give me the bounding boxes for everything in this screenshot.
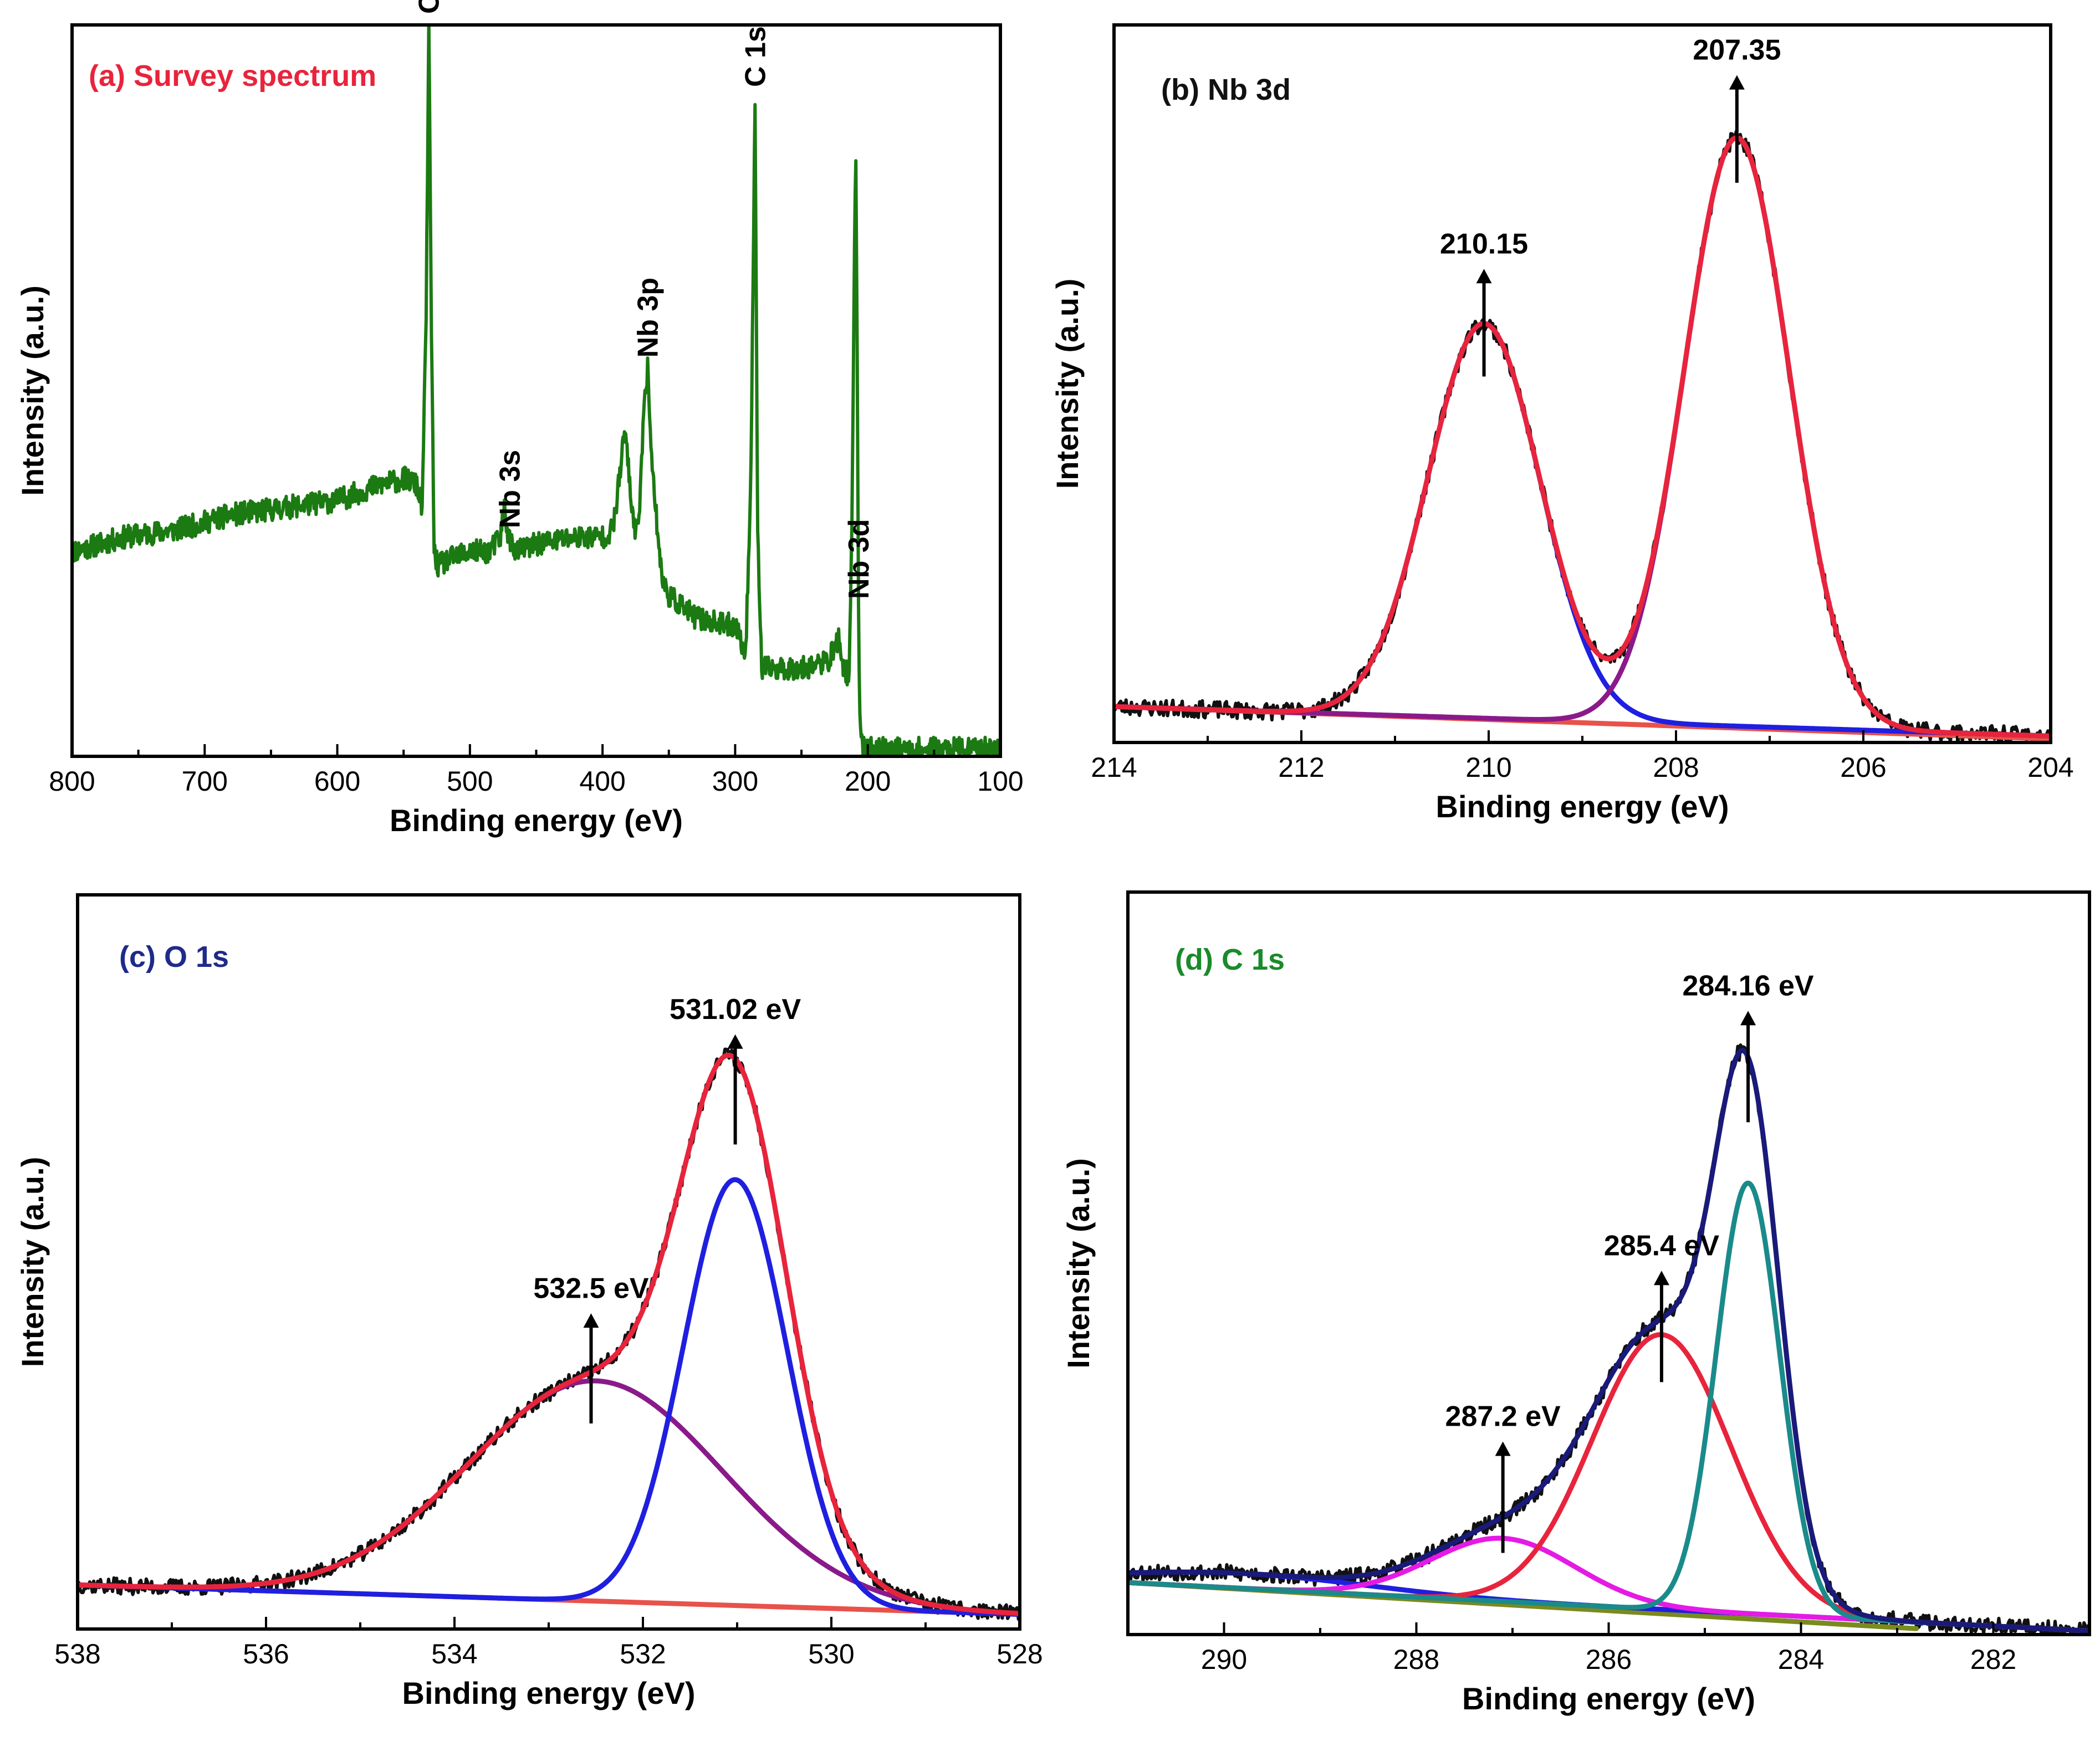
x-tick-label: 284: [1778, 1644, 1824, 1675]
peak-arrowhead: [1476, 269, 1492, 284]
x-tick-label: 538: [54, 1638, 100, 1669]
x-tick-label: 288: [1393, 1644, 1439, 1675]
x-tick-label: 300: [712, 766, 758, 797]
x-tick-label: 100: [977, 766, 1023, 797]
x-tick-label: 536: [243, 1638, 289, 1669]
x-tick-label: 206: [1840, 752, 1886, 783]
peak-label: O 1s: [413, 0, 446, 14]
x-tick-label: 528: [997, 1638, 1043, 1669]
series-nb-3d3-2: [1114, 321, 2051, 739]
axes-frame: [1126, 890, 2091, 1636]
x-tick-label: 204: [2027, 752, 2073, 783]
x-tick-label: 400: [579, 766, 625, 797]
plot-area: [72, 25, 1000, 756]
x-axis-label: Binding energy (eV): [1436, 789, 1729, 824]
peak-label: C 1s: [739, 26, 771, 87]
panel-d-c-1s: 290 288 286 284 282 Binding energy (eV) Intens…: [1061, 890, 2091, 1716]
series-raw: [78, 1047, 1020, 1621]
x-tick-label: 286: [1586, 1644, 1632, 1675]
series-532-5-ev-component: [78, 1378, 1020, 1616]
panel-title: (b) Nb 3d: [1161, 73, 1291, 106]
x-tick-label: 214: [1091, 752, 1137, 783]
x-tick-label: 534: [431, 1638, 477, 1669]
panel-title: (c) O 1s: [119, 940, 229, 974]
series-raw: [1128, 1043, 2089, 1635]
series-531-02-ev-component: [78, 1177, 1020, 1617]
series-fit: [78, 1053, 1020, 1616]
peak-label: Nb 3s: [494, 450, 527, 529]
peak-arrowhead: [1495, 1441, 1511, 1456]
peak-arrowhead: [1653, 1271, 1669, 1285]
plot-area: [1128, 1043, 2089, 1635]
y-axis-label: Intensity (a.u.): [1061, 1158, 1096, 1369]
x-tick-label: 290: [1201, 1644, 1247, 1675]
y-axis-label: Intensity (a.u.): [1050, 279, 1085, 489]
x-tick-label: 530: [808, 1638, 854, 1669]
plot-area: [1114, 130, 2051, 742]
axes-frame: [76, 893, 1021, 1631]
series-survey: [72, 25, 1000, 756]
x-axis-label: Binding energy (eV): [390, 803, 683, 838]
x-axis-label: Binding energy (eV): [402, 1676, 696, 1710]
peak-arrowhead: [1729, 75, 1745, 90]
peak-label: 284.16 eV: [1683, 970, 1814, 1002]
panel-title: (d) C 1s: [1175, 943, 1285, 976]
x-axis-label: Binding energy (eV): [1462, 1681, 1755, 1716]
series-nb-3d5-2: [1114, 135, 2051, 739]
y-axis-label: Intensity (a.u.): [15, 285, 50, 496]
y-axis-label: Intensity (a.u.): [15, 1157, 50, 1367]
x-tick-label: 282: [1970, 1644, 2016, 1675]
peak-label: Nb 3p: [632, 278, 665, 357]
series-287-2-ev-component: [1128, 1535, 2089, 1633]
peak-label: 287.2 eV: [1445, 1401, 1561, 1433]
panel-title: (a) Survey spectrum: [89, 59, 376, 93]
series-fit: [1114, 135, 2051, 739]
peak-label: 210.15: [1440, 228, 1528, 260]
x-tick-label: 208: [1653, 752, 1699, 783]
x-tick-label: 600: [314, 766, 360, 797]
panel-b-nb-3d: 214 212 210 208 206 204 Binding energy (eV) Int…: [1050, 23, 2074, 824]
x-tick-label: 212: [1278, 752, 1324, 783]
x-tick-label: 532: [620, 1638, 666, 1669]
x-tick-label: 800: [49, 766, 95, 797]
series-fit: [1128, 1048, 2089, 1633]
axes-frame: [70, 23, 1002, 758]
x-tick-label: 700: [182, 766, 228, 797]
peak-label: 207.35: [1693, 34, 1781, 66]
series-raw: [1114, 130, 2051, 742]
peak-arrowhead: [583, 1313, 599, 1328]
x-tick-label: 200: [845, 766, 891, 797]
panel-c-o-1s: 538 536 534 532 530 528 Binding energy (eV) Int…: [15, 893, 1043, 1710]
peak-label: 531.02 eV: [670, 993, 801, 1026]
peak-label: 532.5 eV: [533, 1272, 648, 1304]
x-tick-label: 500: [447, 766, 493, 797]
x-tick-label: 210: [1465, 752, 1511, 783]
peak-arrowhead: [1740, 1011, 1756, 1026]
plot-area: [78, 1047, 1020, 1621]
peak-arrowhead: [727, 1034, 743, 1049]
peak-label: 285.4 eV: [1604, 1230, 1719, 1262]
peak-label: Nb 3d: [843, 519, 875, 599]
panel-a-survey-spectrum: 800 700 600 500 400 300 200 100 Binding energy (…: [15, 0, 1024, 838]
